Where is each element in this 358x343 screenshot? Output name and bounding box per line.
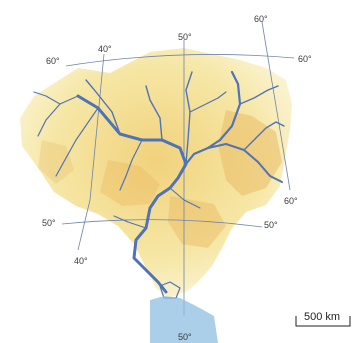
label-bottom-50: 50° bbox=[178, 332, 192, 342]
tributary-west bbox=[37, 95, 79, 137]
tributary-south-central bbox=[119, 139, 143, 191]
scale-bar-label: 500 km bbox=[304, 311, 340, 323]
highland-south bbox=[168, 196, 226, 248]
tributary-southwest bbox=[55, 107, 99, 177]
tributary-northwest bbox=[85, 79, 121, 135]
tributary-east bbox=[207, 143, 283, 183]
label-east-60: 60° bbox=[284, 196, 298, 206]
tributary-east-branch bbox=[243, 121, 285, 151]
river-delta bbox=[159, 281, 181, 299]
meridian-60 bbox=[261, 21, 291, 191]
scale-bar-line bbox=[295, 316, 351, 327]
tributary-far-west bbox=[33, 91, 61, 105]
tributary-top bbox=[189, 91, 227, 113]
label-lower-40: 40° bbox=[74, 256, 88, 266]
meridian-40 bbox=[77, 53, 105, 251]
parallel-50 bbox=[61, 219, 263, 228]
basin-area bbox=[20, 48, 292, 298]
label-top-60: 60° bbox=[254, 14, 268, 24]
tributary-south-east bbox=[169, 187, 201, 209]
sea bbox=[150, 296, 218, 343]
highland-east bbox=[218, 110, 282, 196]
highland-west bbox=[38, 140, 74, 184]
label-right-50: 50° bbox=[264, 220, 278, 230]
highland-central bbox=[100, 160, 160, 206]
label-right-60: 60° bbox=[298, 54, 312, 64]
label-left-60: 60° bbox=[46, 56, 60, 66]
tributary-lower-west bbox=[113, 215, 147, 229]
tributary-center-north bbox=[145, 85, 163, 141]
label-left-50: 50° bbox=[42, 218, 56, 228]
tributary-northeast bbox=[239, 85, 279, 105]
tributary-north bbox=[184, 70, 242, 166]
label-upper-40: 40° bbox=[98, 44, 112, 54]
label-top-50: 50° bbox=[178, 32, 192, 42]
scale-bar: 500 km bbox=[295, 311, 351, 327]
parallel-60 bbox=[65, 54, 295, 67]
